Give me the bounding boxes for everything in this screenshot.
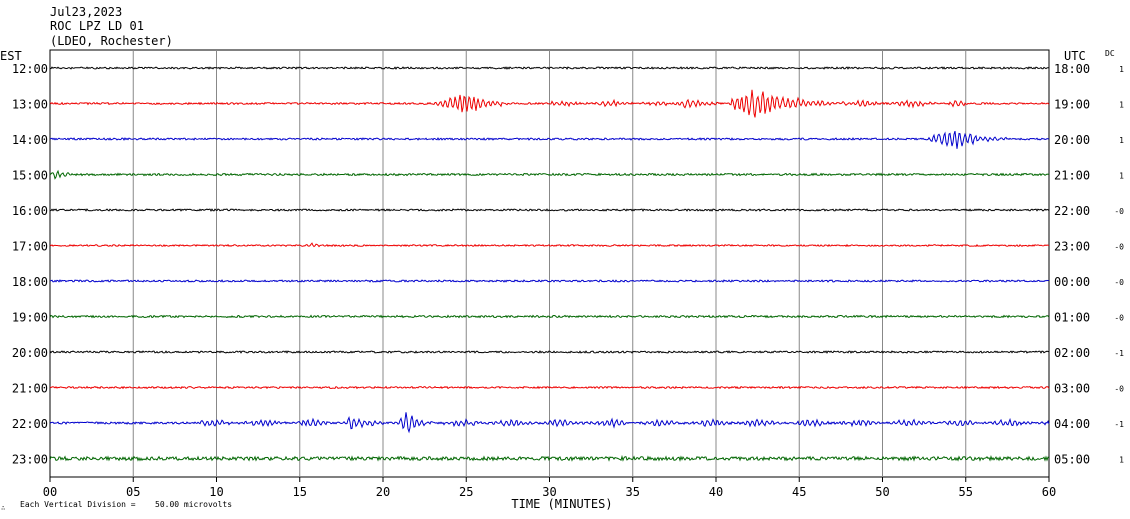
- x-tick-label: 45: [792, 485, 806, 499]
- est-time-label: 17:00: [12, 240, 48, 254]
- est-time-label: 15:00: [12, 169, 48, 183]
- x-tick-label: 35: [626, 485, 640, 499]
- dc-offset-label: -0: [1114, 314, 1124, 323]
- x-tick-label: 25: [459, 485, 473, 499]
- dc-offset-label: -0: [1114, 385, 1124, 394]
- est-time-label: 16:00: [12, 204, 48, 218]
- chart-network: (LDEO, Rochester): [50, 34, 173, 48]
- utc-time-label: 22:00: [1054, 204, 1090, 218]
- seismic-trace: [49, 169, 1050, 180]
- utc-time-label: 18:00: [1054, 62, 1090, 76]
- seismic-trace: [49, 385, 1050, 390]
- seismic-trace: [49, 130, 1050, 149]
- seismic-trace: [49, 454, 1050, 462]
- seismic-trace: [49, 350, 1050, 354]
- utc-time-label: 02:00: [1054, 346, 1090, 360]
- utc-time-label: 23:00: [1054, 240, 1090, 254]
- est-time-label: 20:00: [12, 346, 48, 360]
- utc-time-label: 21:00: [1054, 169, 1090, 183]
- left-timezone-label: EST: [0, 49, 22, 63]
- x-tick-label: 20: [376, 485, 390, 499]
- dc-offset-label: -1: [1114, 349, 1124, 358]
- est-time-label: 18:00: [12, 275, 48, 289]
- x-tick-label: 30: [542, 485, 556, 499]
- chart-date: Jul23,2023: [50, 5, 122, 19]
- dc-offset-label: 1: [1119, 456, 1124, 465]
- est-time-label: 21:00: [12, 382, 48, 396]
- dc-header-label: DC: [1105, 49, 1115, 58]
- dc-offset-label: -1: [1114, 420, 1124, 429]
- footer-division-label: Each Vertical Division =: [20, 500, 136, 509]
- seismic-trace: [49, 208, 1050, 212]
- dc-offset-label: 1: [1119, 65, 1124, 74]
- seismic-trace: [49, 242, 1050, 248]
- x-tick-label: 00: [43, 485, 57, 499]
- utc-time-label: 20:00: [1054, 133, 1090, 147]
- x-axis: 00 05 10 15 20 25 30 35 40 45 50 55 60: [43, 477, 1056, 499]
- dc-offset-label: -0: [1114, 278, 1124, 287]
- dc-offset-label: 1: [1119, 101, 1124, 110]
- vertical-grid-lines: [132, 50, 967, 477]
- est-time-label: 14:00: [12, 133, 48, 147]
- utc-time-label: 04:00: [1054, 417, 1090, 431]
- seismic-trace: [49, 89, 1050, 118]
- seismic-trace: [49, 412, 1050, 434]
- x-tick-label: 40: [709, 485, 723, 499]
- footer-division-value: 50.00 microvolts: [155, 500, 232, 509]
- x-tick-label: 15: [293, 485, 307, 499]
- x-axis-title: TIME (MINUTES): [511, 497, 612, 511]
- dc-offset-label: -0: [1114, 243, 1124, 252]
- est-time-label: 19:00: [12, 311, 48, 325]
- x-tick-label: 10: [209, 485, 223, 499]
- x-tick-label: 55: [959, 485, 973, 499]
- seismic-traces: [49, 66, 1050, 462]
- utc-time-label: 03:00: [1054, 382, 1090, 396]
- x-tick-label: 50: [875, 485, 889, 499]
- right-timezone-label: UTC: [1064, 49, 1086, 63]
- utc-time-label: 00:00: [1054, 275, 1090, 289]
- est-time-label: 12:00: [12, 62, 48, 76]
- est-time-label: 13:00: [12, 98, 48, 112]
- seismic-trace: [49, 314, 1050, 319]
- x-tick-label: 05: [126, 485, 140, 499]
- est-time-label: 23:00: [12, 453, 48, 467]
- footer-mark: ∴: [1, 504, 5, 512]
- utc-time-label: 05:00: [1054, 453, 1090, 467]
- dc-offset-label: -0: [1114, 207, 1124, 216]
- seismic-trace: [49, 279, 1050, 283]
- dc-offset-label: 1: [1119, 172, 1124, 181]
- seismic-trace: [49, 66, 1050, 70]
- utc-time-label: 01:00: [1054, 311, 1090, 325]
- est-time-label: 22:00: [12, 417, 48, 431]
- row-labels: 12:00 18:00 1 13:00 19:00 1 14:00 20:00 1 15:00 21…: [12, 62, 1124, 467]
- x-tick-label: 60: [1042, 485, 1056, 499]
- utc-time-label: 19:00: [1054, 98, 1090, 112]
- chart-station: ROC LPZ LD 01: [50, 19, 144, 33]
- dc-offset-label: 1: [1119, 136, 1124, 145]
